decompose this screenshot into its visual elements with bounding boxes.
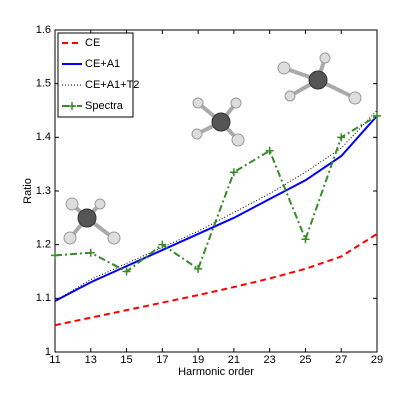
marker-cross <box>122 267 131 276</box>
marker <box>158 240 167 249</box>
x-tick-label: 29 <box>371 354 383 366</box>
marker <box>194 264 203 273</box>
marker-cross <box>337 133 346 142</box>
x-tick-label: 19 <box>192 354 204 366</box>
legend-label: Spectra <box>85 100 124 112</box>
marker-cross <box>301 235 310 244</box>
x-tick-label: 13 <box>85 354 97 366</box>
marker <box>337 133 346 142</box>
y-tick-label: 1.6 <box>36 24 51 36</box>
marker-cross <box>229 168 238 177</box>
x-tick-label: 21 <box>228 354 240 366</box>
marker <box>86 248 95 257</box>
y-tick-label: 1.1 <box>36 292 51 304</box>
y-tick-label: 1.4 <box>36 131 51 143</box>
y-tick-label: 1.5 <box>36 78 51 90</box>
marker <box>122 267 131 276</box>
y-axis-label: Ratio <box>22 178 34 204</box>
legend-label: CE+A1 <box>85 58 120 70</box>
x-tick-label: 15 <box>120 354 132 366</box>
marker-cross <box>51 251 59 260</box>
molecule <box>191 97 245 147</box>
series-line <box>54 115 378 273</box>
series-line <box>54 115 378 302</box>
y-tick-label: 1 <box>45 346 51 358</box>
marker-cross <box>373 111 381 120</box>
series-line <box>54 233 378 327</box>
marker <box>229 168 238 177</box>
molecule <box>63 197 121 245</box>
x-axis-label: Harmonic order <box>178 366 254 378</box>
legend-box <box>57 32 134 118</box>
marker-cross <box>265 146 274 155</box>
y-tick-label: 1.2 <box>36 239 51 251</box>
marker-cross <box>86 248 95 257</box>
marker <box>51 251 59 260</box>
legend-label: CE+A1+T2 <box>85 79 139 91</box>
marker-cross <box>194 264 203 273</box>
marker <box>301 235 310 244</box>
legend-label: CE <box>85 37 100 49</box>
y-tick-label: 1.3 <box>36 185 51 197</box>
molecule <box>277 52 362 105</box>
marker <box>373 111 381 120</box>
series-line <box>54 110 378 302</box>
marker-cross <box>158 240 167 249</box>
x-tick-label: 25 <box>299 354 311 366</box>
x-tick-label: 11 <box>49 354 60 366</box>
legend: CE CE+A1 CE+A1+T2 Spectra <box>57 32 139 118</box>
marker <box>265 146 274 155</box>
legend-marker <box>68 102 76 110</box>
x-tick-label: 17 <box>156 354 168 366</box>
x-tick-label: 27 <box>335 354 347 366</box>
x-tick-label: 23 <box>264 354 276 366</box>
